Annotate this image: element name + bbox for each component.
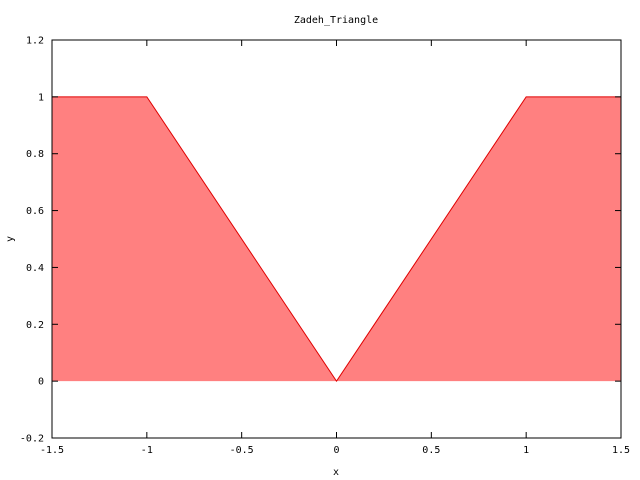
y-tick-label: 0.2 (26, 320, 44, 331)
x-axis-label: x (333, 467, 339, 478)
y-tick-label: 1.2 (26, 36, 44, 47)
y-tick-label: 0.4 (26, 263, 44, 274)
x-tick-label: -0.5 (230, 445, 254, 456)
chart-title: Zadeh_Triangle (294, 15, 378, 26)
y-tick-label: 0.6 (26, 206, 44, 217)
y-axis-label: y (5, 236, 16, 242)
y-tick-label: -0.2 (20, 434, 44, 445)
y-tick-label: 1 (38, 92, 44, 103)
x-tick-label: -1 (141, 445, 153, 456)
plot-area (52, 96, 621, 383)
x-tick-label: 0.5 (422, 445, 440, 456)
x-tick-label: 1 (523, 445, 529, 456)
x-tick-label: 0 (333, 445, 339, 456)
x-tick-label: 1.5 (612, 445, 630, 456)
axis-ticks: -1.5 -1 -0.5 0 0.5 1 1.5 -0.2 0 0.2 0.4 0.6 0.8 1 1.2 (20, 36, 630, 457)
series-line (52, 96, 621, 383)
series-area-fill (52, 96, 621, 382)
y-tick-label: 0.8 (26, 149, 44, 160)
x-tick-label: -1.5 (40, 445, 64, 456)
y-tick-label: 0 (38, 377, 44, 388)
